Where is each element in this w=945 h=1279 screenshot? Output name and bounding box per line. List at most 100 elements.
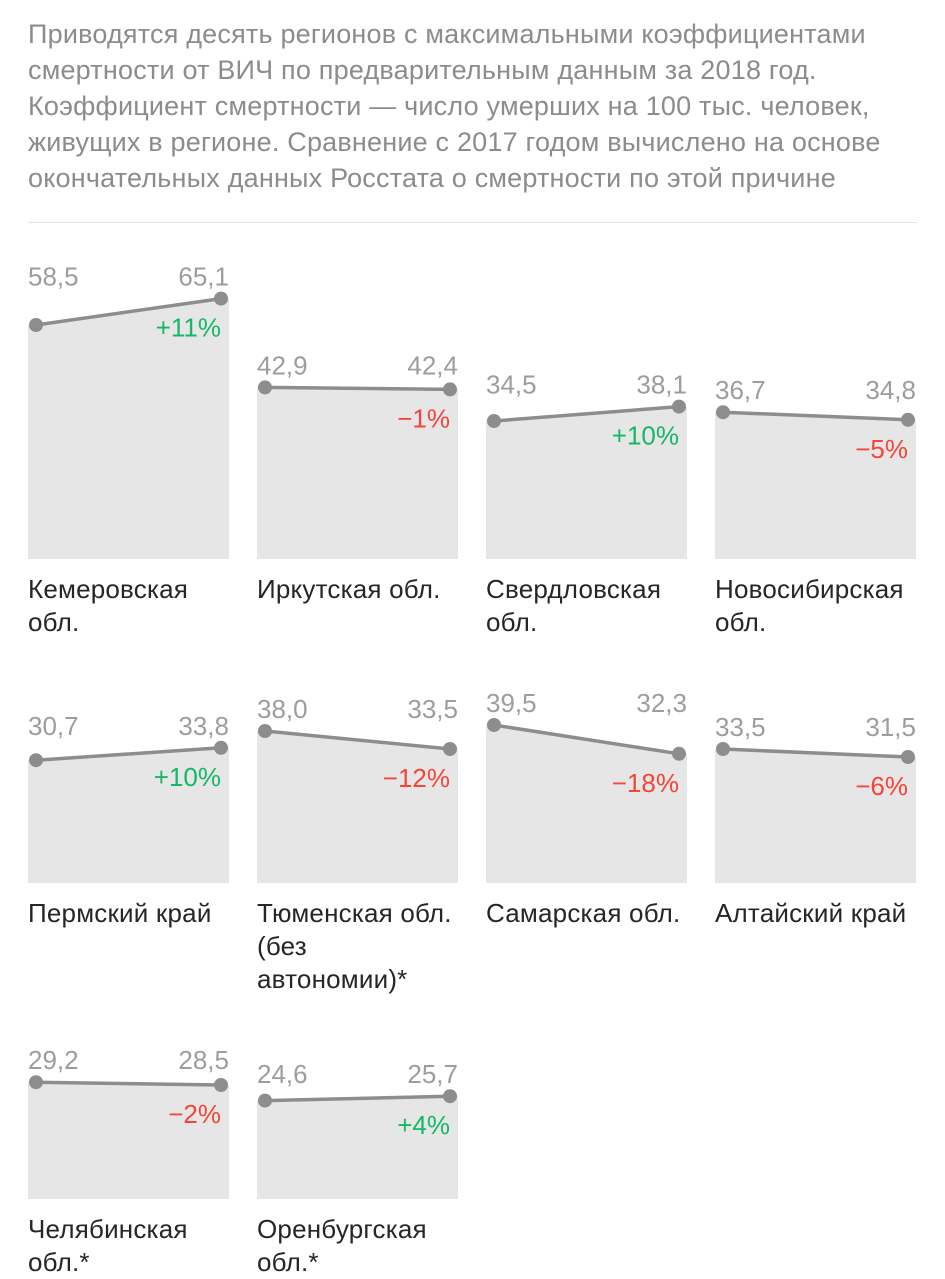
value-label-2018: 42,4 — [407, 350, 458, 380]
value-label-2018: 65,1 — [178, 262, 229, 292]
region-name: Новосибирская обл. — [715, 574, 904, 637]
region-name: Алтайский край — [715, 898, 907, 928]
trend-line — [722, 747, 909, 759]
dot-2017 — [716, 742, 730, 756]
area-fill — [486, 725, 687, 883]
region-name: Пермский край — [28, 898, 212, 928]
dot-2018 — [443, 742, 457, 756]
change-label: +10% — [154, 762, 221, 792]
dot-2018 — [443, 382, 457, 397]
trend-line — [264, 385, 451, 392]
change-label: −18% — [612, 768, 679, 798]
area-fill — [715, 749, 916, 883]
trend-line — [264, 1094, 451, 1103]
region-name: Кемеровская обл. — [28, 574, 189, 637]
dot-2018 — [672, 746, 686, 761]
region-chart-10: 24,6 25,7 +4% Оренбургская обл.* — [257, 1042, 458, 1279]
area-fill — [715, 412, 916, 559]
region-name: Самарская обл. — [486, 898, 681, 928]
dot-2017 — [716, 405, 730, 420]
trend-line — [35, 746, 222, 762]
region-chart-7: 39,5 32,3 −18% Самарская обл. — [486, 685, 687, 996]
value-label-2018: 38,1 — [636, 370, 687, 400]
region-chart-3: 34,5 38,1 +10% Свердловская обл. — [486, 259, 687, 639]
trend-chart: 34,5 38,1 +10% — [486, 370, 687, 559]
trend-chart: 24,6 25,7 +4% — [257, 1059, 458, 1199]
dot-2017 — [29, 753, 43, 768]
area-fill — [257, 731, 458, 883]
trend-line — [722, 410, 909, 422]
value-label-2018: 33,5 — [407, 694, 458, 724]
trend-chart: 36,7 34,8 −5% — [715, 375, 916, 559]
dot-2017 — [258, 724, 272, 738]
change-label: +10% — [612, 421, 679, 451]
value-label-2018: 33,8 — [178, 711, 229, 741]
chart-row: 29,2 28,5 −2% Челябинская обл.* 24,6 25,7 +4% О… — [28, 1042, 917, 1279]
area-fill — [486, 406, 687, 559]
region-chart-4: 36,7 34,8 −5% Новосибирская обл. — [715, 259, 916, 639]
trend-line — [493, 404, 680, 423]
trend-chart: 38,0 33,5 −12% — [257, 694, 458, 883]
region-chart-5: 30,7 33,8 +10% Пермский край — [28, 685, 229, 996]
value-label-2017: 42,9 — [257, 350, 308, 380]
value-label-2017: 39,5 — [486, 688, 537, 718]
dot-2018 — [672, 399, 686, 414]
dot-2017 — [487, 414, 501, 428]
trend-chart: 58,5 65,1 +11% — [28, 262, 229, 559]
chart-row: 30,7 33,8 +10% Пермский край 38,0 33,5 −12% Тюм… — [28, 685, 917, 996]
change-label: −12% — [383, 763, 450, 793]
trend-line — [35, 1080, 222, 1087]
trend-chart: 30,7 33,8 +10% — [28, 711, 229, 883]
dot-2018 — [214, 291, 228, 306]
region-chart-2: 42,9 42,4 −1% Иркутская обл. — [257, 259, 458, 639]
change-label: +11% — [156, 313, 221, 343]
trend-chart: 39,5 32,3 −18% — [486, 688, 687, 883]
dot-2018 — [214, 1078, 228, 1092]
value-label-2018: 34,8 — [865, 375, 916, 405]
region-chart-9: 29,2 28,5 −2% Челябинская обл.* — [28, 1042, 229, 1279]
region-name: Иркутская обл. — [257, 574, 441, 604]
change-label: −5% — [855, 434, 908, 464]
area-fill — [257, 387, 458, 559]
dot-2018 — [214, 740, 228, 755]
chart-row: 58,5 65,1 +11% Кемеровская обл. 42,9 42,4 −1% И… — [28, 259, 917, 639]
region-name: Свердловская обл. — [486, 574, 662, 637]
region-chart-8: 33,5 31,5 −6% Алтайский край — [715, 685, 916, 996]
trend-line — [264, 729, 451, 751]
charts-grid: 58,5 65,1 +11% Кемеровская обл. 42,9 42,4 −1% И… — [28, 259, 917, 1279]
dot-2018 — [443, 1089, 457, 1104]
trend-line — [35, 296, 222, 327]
region-chart-1: 58,5 65,1 +11% Кемеровская обл. — [28, 259, 229, 639]
trend-chart: 42,9 42,4 −1% — [257, 350, 458, 559]
dot-2018 — [901, 412, 915, 427]
divider — [28, 222, 917, 223]
value-label-2017: 24,6 — [257, 1059, 308, 1089]
change-label: −1% — [397, 403, 450, 433]
area-fill — [257, 1096, 458, 1199]
value-label-2017: 33,5 — [715, 712, 766, 742]
value-label-2017: 58,5 — [28, 262, 79, 292]
area-fill — [28, 298, 229, 559]
change-label: +4% — [397, 1110, 450, 1140]
chart-description: Приводятся десять регионов с максимальны… — [28, 19, 881, 193]
value-label-2017: 29,2 — [28, 1045, 79, 1075]
dot-2017 — [29, 1075, 43, 1090]
area-fill — [28, 1082, 229, 1199]
value-label-2018: 25,7 — [407, 1059, 458, 1089]
value-label-2018: 31,5 — [865, 712, 916, 742]
region-chart-6: 38,0 33,5 −12% Тюменская обл. (без автономи… — [257, 685, 458, 996]
dot-2017 — [487, 718, 501, 732]
value-label-2018: 32,3 — [636, 688, 687, 718]
value-label-2017: 38,0 — [257, 694, 308, 724]
change-label: −2% — [168, 1099, 221, 1129]
value-label-2017: 36,7 — [715, 375, 766, 405]
trend-chart: 29,2 28,5 −2% — [28, 1045, 229, 1199]
dot-2017 — [258, 1093, 272, 1108]
dot-2017 — [29, 318, 43, 332]
dot-2018 — [901, 750, 915, 764]
change-label: −6% — [855, 771, 908, 801]
area-fill — [28, 747, 229, 883]
dot-2017 — [258, 380, 272, 395]
value-label-2018: 28,5 — [178, 1045, 229, 1075]
